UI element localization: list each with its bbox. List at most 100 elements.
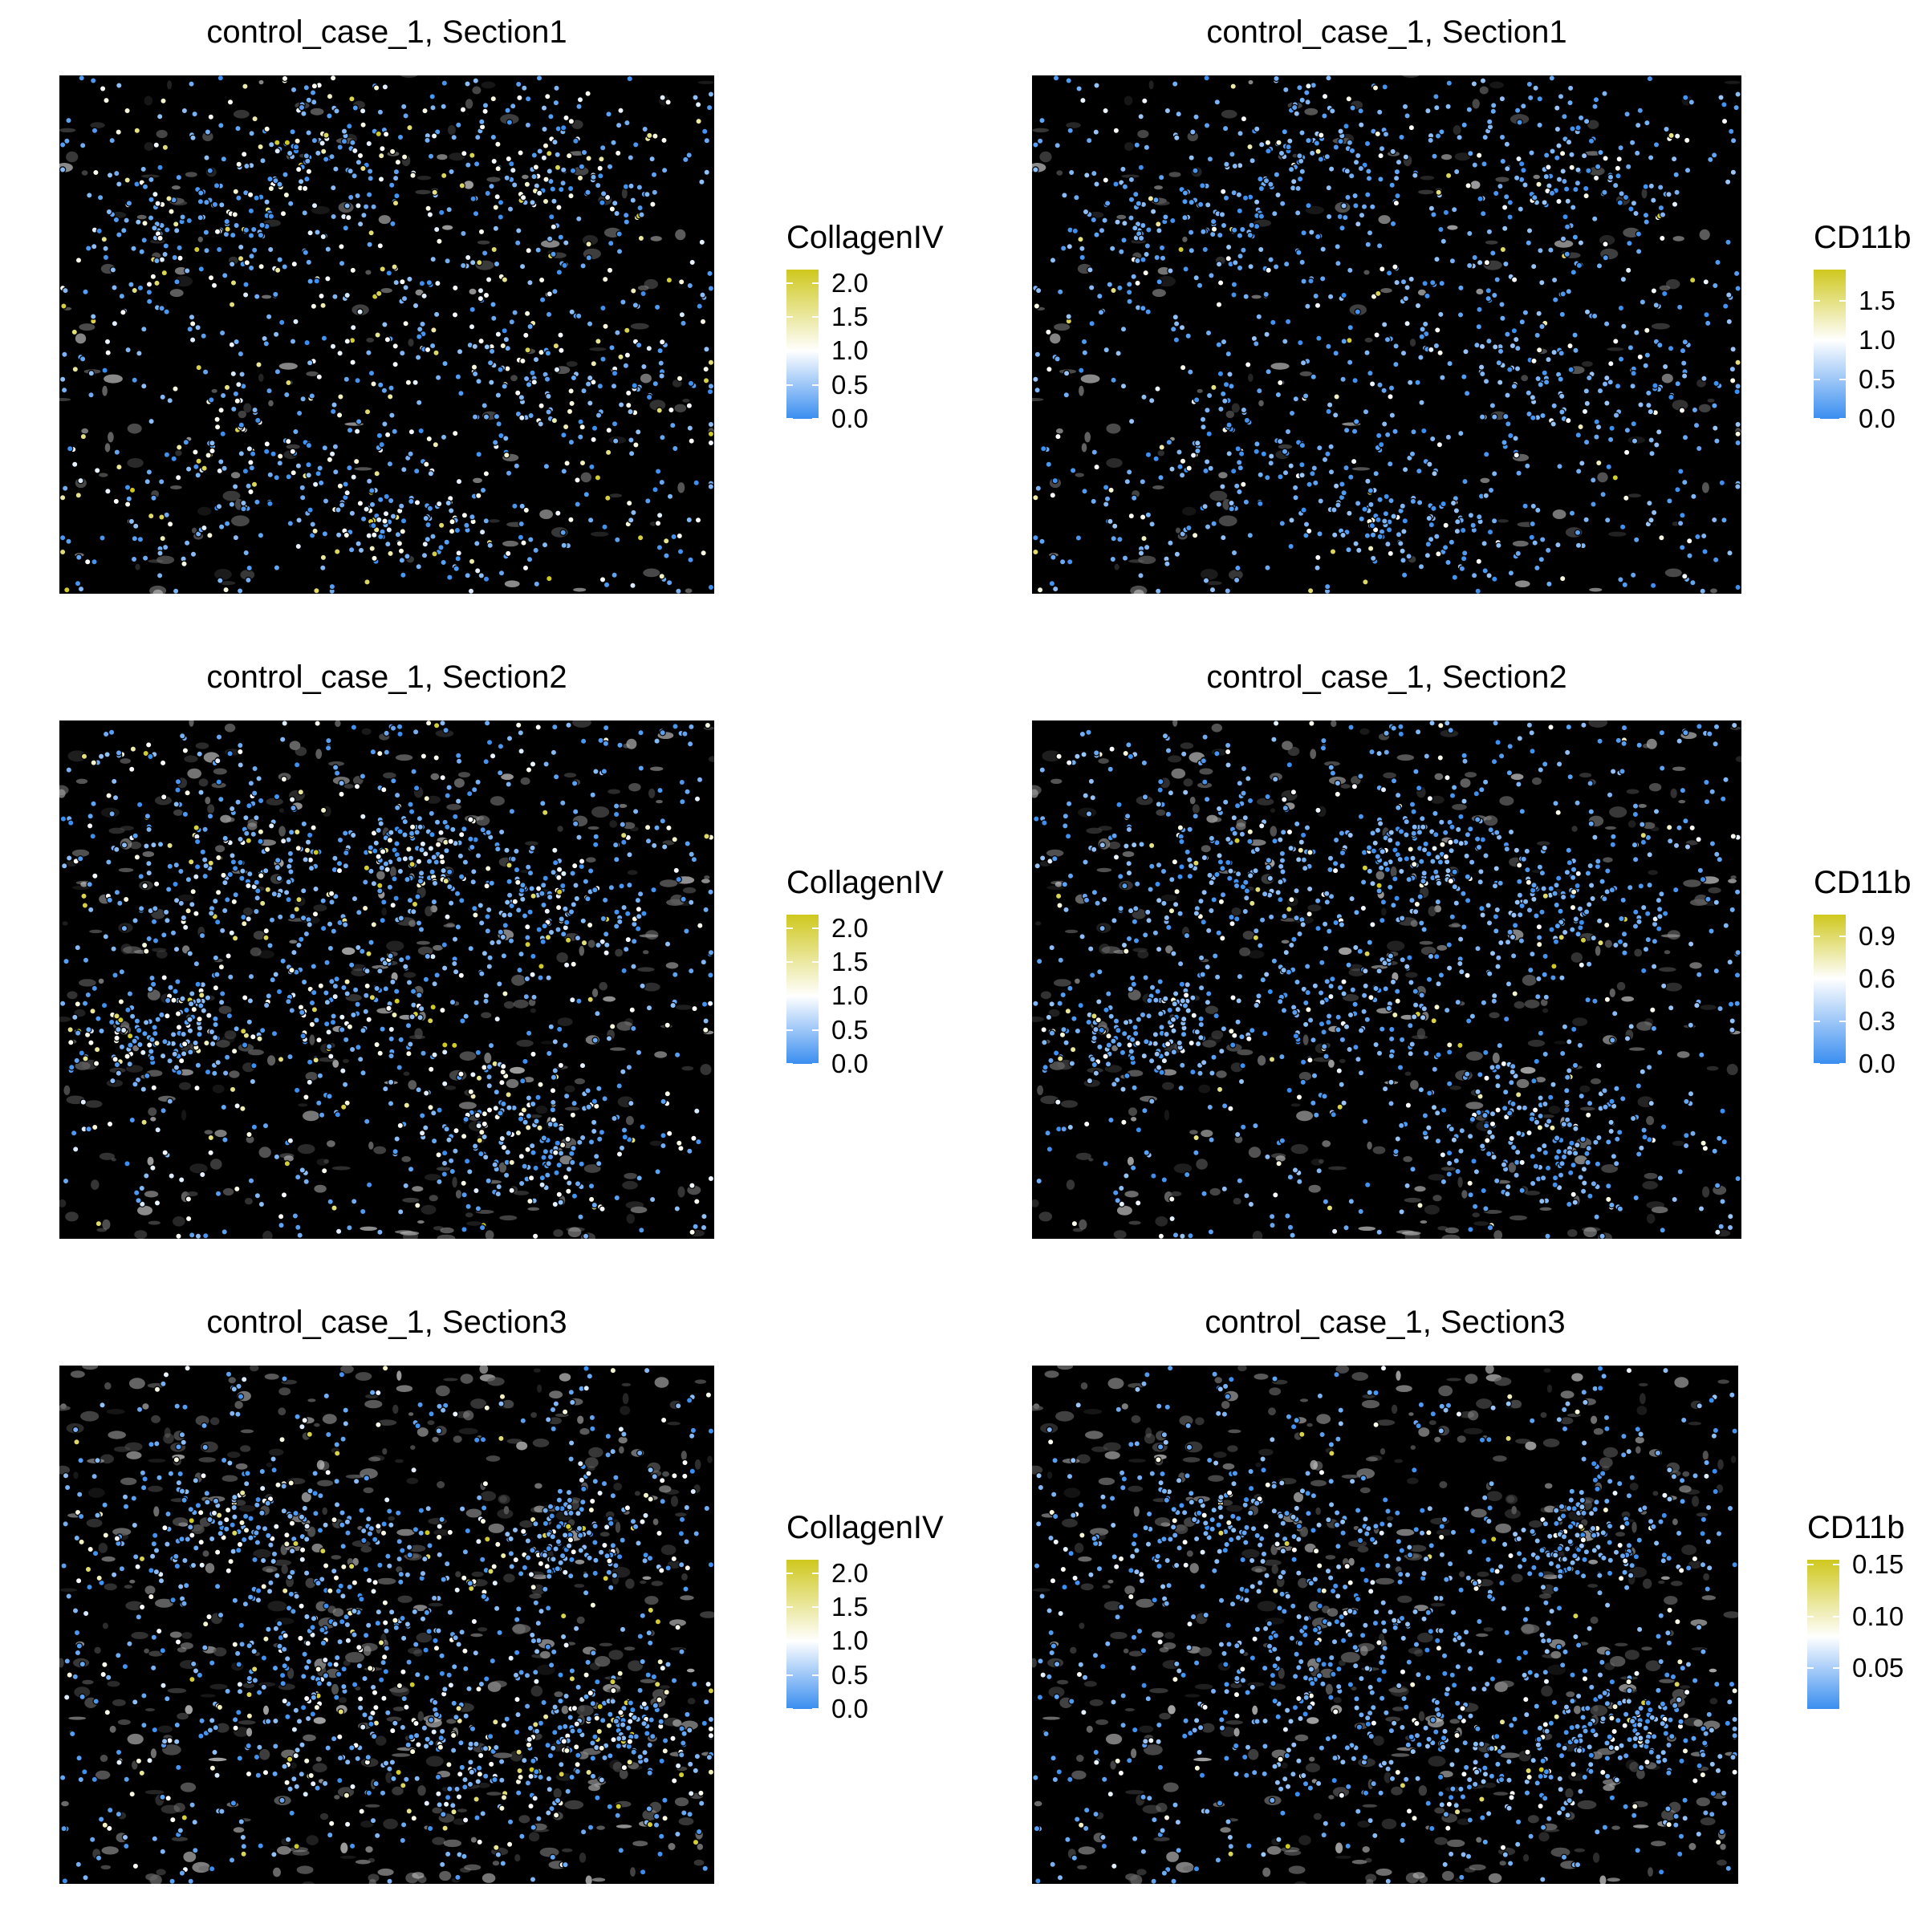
cell-point — [579, 424, 585, 430]
cell-point — [426, 280, 432, 286]
legend-tick-label: 1.5 — [831, 946, 868, 978]
cell-point — [1680, 513, 1685, 518]
cell-point — [1663, 363, 1668, 369]
cell-point — [1440, 238, 1446, 244]
cell-point — [429, 810, 434, 816]
cell-point — [132, 1082, 138, 1087]
cell-point — [1046, 461, 1051, 467]
cell-point — [1299, 443, 1305, 448]
cell-point — [1532, 540, 1538, 546]
cell-point — [1638, 402, 1644, 408]
tissue-texture — [400, 75, 417, 78]
cell-point — [638, 235, 644, 241]
cell-point — [1483, 379, 1489, 384]
cell-point — [701, 1001, 707, 1007]
cell-point — [280, 958, 286, 964]
cell-point — [1644, 219, 1649, 225]
cell-point — [1712, 517, 1717, 522]
cell-point — [1377, 382, 1383, 388]
cell-point — [144, 814, 150, 819]
cell-point — [349, 962, 355, 968]
cell-point — [536, 927, 542, 932]
tissue-texture — [437, 154, 447, 160]
tissue-texture — [187, 1191, 198, 1196]
cell-point — [1359, 122, 1364, 128]
cell-point — [401, 104, 407, 109]
cell-point — [1237, 265, 1242, 270]
cell-point — [552, 140, 558, 145]
tissue-texture — [677, 1187, 685, 1198]
cell-point — [119, 969, 124, 975]
tissue-texture — [1232, 404, 1240, 413]
cell-point — [1501, 440, 1507, 445]
cell-point — [455, 924, 461, 930]
tissue-texture — [1381, 907, 1387, 915]
cell-point — [1622, 582, 1627, 587]
cell-point — [608, 241, 614, 246]
cell-point — [85, 992, 91, 997]
tissue-texture — [105, 443, 111, 452]
cell-point — [1200, 183, 1205, 189]
cell-point — [1082, 489, 1087, 494]
cell-point — [659, 574, 664, 579]
cell-point — [176, 475, 181, 481]
cell-point — [571, 375, 576, 380]
cell-point — [1461, 527, 1466, 533]
cell-point — [453, 285, 458, 290]
cell-point — [405, 380, 411, 385]
tissue-texture — [1589, 588, 1602, 592]
cell-point — [200, 849, 205, 854]
cell-point — [461, 262, 466, 268]
cell-point — [703, 907, 709, 912]
cell-point — [676, 588, 681, 594]
cell-point — [1644, 120, 1650, 126]
cell-point — [263, 935, 269, 940]
cell-point — [147, 1042, 152, 1048]
cell-point — [640, 983, 645, 988]
cell-point — [1436, 189, 1441, 195]
cell-point — [60, 1000, 66, 1006]
cell-point — [696, 102, 701, 108]
cell-point — [72, 1014, 78, 1020]
cell-point — [636, 926, 641, 932]
cell-point — [557, 1026, 563, 1032]
tissue-texture — [298, 1103, 307, 1106]
cell-point — [149, 975, 155, 980]
cell-point — [1327, 213, 1332, 219]
cell-point — [1176, 449, 1182, 455]
cell-point — [1438, 226, 1444, 232]
cell-point — [95, 1016, 101, 1021]
cell-point — [621, 968, 627, 973]
cell-point — [539, 891, 545, 896]
cell-point — [401, 467, 407, 473]
cell-point — [1218, 406, 1224, 412]
cell-point — [337, 351, 343, 356]
tissue-texture — [82, 170, 88, 175]
cell-point — [433, 442, 438, 448]
cell-point — [681, 896, 686, 902]
cell-point — [160, 1053, 166, 1059]
cell-point — [614, 909, 620, 915]
cell-point — [594, 1154, 599, 1159]
cell-point — [1315, 554, 1321, 560]
cell-point — [569, 309, 575, 315]
cell-point — [419, 281, 425, 286]
cell-point — [708, 1175, 713, 1181]
cell-point — [230, 302, 235, 307]
cell-point — [1644, 352, 1650, 358]
cell-point — [475, 135, 481, 140]
cell-point — [175, 779, 181, 785]
cell-point — [149, 1055, 155, 1061]
legend-tick-mark — [786, 995, 793, 996]
cell-point — [377, 1229, 383, 1235]
cell-point — [645, 498, 651, 504]
cell-point — [430, 257, 436, 262]
cell-point — [1107, 282, 1112, 287]
cell-point — [1572, 332, 1578, 338]
cell-point — [301, 888, 307, 894]
cell-point — [1206, 431, 1212, 436]
cell-point — [171, 456, 177, 461]
cell-point — [527, 871, 533, 876]
cell-point — [1168, 268, 1173, 274]
cell-point — [395, 160, 400, 165]
